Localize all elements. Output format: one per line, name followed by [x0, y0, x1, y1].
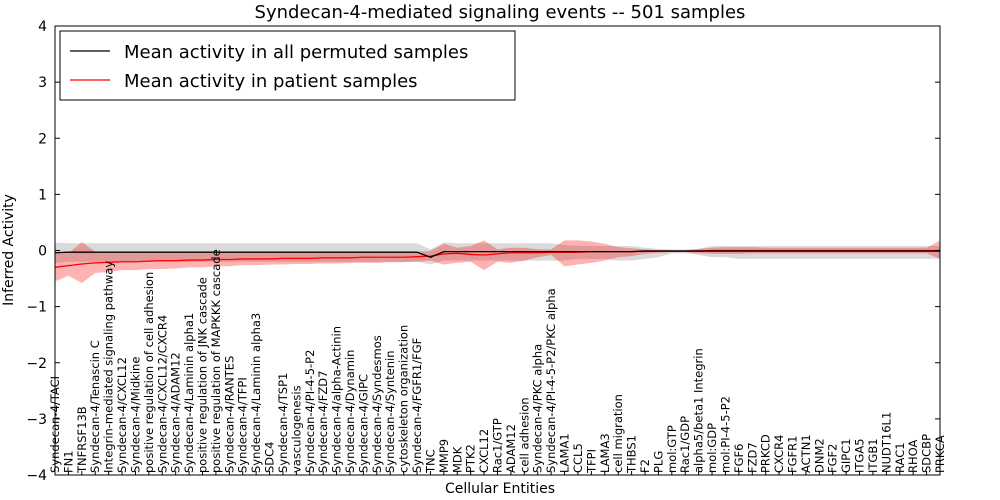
x-tick-label: Syndecan-4/Laminin alpha3 — [249, 313, 263, 473]
x-tick-label: NUDT16L1 — [879, 412, 893, 473]
x-tick-label: PRKCA — [933, 435, 947, 473]
x-tick-label: Syndecan-4/Laminin alpha1 — [182, 313, 196, 473]
y-tick-label: −1 — [26, 300, 47, 316]
x-axis-label: Cellular Entities — [445, 481, 555, 497]
x-axis: Syndecan-4/TACI FN1 TNFRSF13B Syndecan-4/Te… — [48, 249, 947, 475]
x-tick-label: RAC1 — [893, 442, 907, 473]
y-axis-label: Inferred Activity — [1, 194, 17, 306]
y-tick-label: 4 — [38, 19, 47, 35]
x-tick-label: Syndecan-4/GIPC — [356, 374, 370, 473]
y-tick-label: 0 — [38, 244, 47, 260]
x-tick-label: PRKCD — [759, 434, 773, 473]
x-tick-label: mol:PI-4-5-P2 — [718, 396, 732, 473]
x-tick-label: FGF2 — [826, 444, 840, 473]
x-tick-label: FN1 — [61, 450, 75, 473]
x-tick-label: mol:GDP — [705, 423, 719, 473]
x-tick-label: mol:GTP — [665, 425, 679, 473]
x-tick-label: positive regulation of MAPKKK cascade — [209, 249, 223, 473]
x-tick-label: cytoskeleton organization — [397, 325, 411, 473]
x-tick-label: vasculogenesis — [289, 385, 303, 473]
x-tick-label: Syndecan-4/RANTES — [222, 356, 236, 473]
x-tick-label: THBS1 — [625, 435, 639, 474]
x-tick-label: RHOA — [906, 440, 920, 473]
x-tick-label: ITGA5 — [853, 438, 867, 473]
x-tick-label: Syndecan-4/PI-4-5-P2/PKC alpha — [544, 288, 558, 473]
x-tick-label: MDK — [450, 446, 464, 473]
x-tick-label: MMP9 — [437, 439, 451, 473]
x-tick-label: TFPI — [584, 449, 598, 474]
x-tick-label: FGF6 — [732, 444, 746, 473]
x-tick-label: Syndecan-4/CXCL12/CXCR4 — [155, 315, 169, 473]
series-lines — [55, 249, 940, 268]
x-tick-label: PTK2 — [464, 444, 478, 473]
x-tick-label: Syndecan-4/alpha-Actinin — [330, 326, 344, 473]
y-axis: −4 −3 −2 −1 0 1 2 3 4 — [26, 19, 940, 484]
x-tick-label: DNM2 — [812, 438, 826, 473]
legend: Mean activity in all permuted samples Me… — [59, 30, 516, 101]
x-tick-label: Syndecan-4/FGFR1/FGF — [410, 338, 424, 473]
x-tick-label: Syndecan-4/Tenascin C — [88, 340, 102, 473]
x-tick-label: Syndecan-4/Syntenin — [383, 350, 397, 473]
x-tick-label: Syndecan-4/PKC alpha — [531, 344, 545, 473]
x-tick-label: Syndecan-4/Dynamin — [343, 350, 357, 473]
x-tick-label: ITGB1 — [866, 438, 880, 473]
x-tick-label: Syndecan-4/FZD7 — [316, 371, 330, 473]
x-tick-label: Syndecan-4/TFPI — [236, 377, 250, 473]
x-tick-label: Syndecan-4/Syndesmos — [370, 335, 384, 473]
x-tick-label: Syndecan-4/TSP1 — [276, 373, 290, 473]
x-tick-label: Syndecan-4/ADAM12 — [169, 352, 183, 473]
x-tick-label: SDCBP — [920, 434, 934, 473]
x-tick-label: TNC — [423, 449, 437, 474]
x-tick-label: ADAM12 — [504, 424, 518, 473]
legend-label-patient: Mean activity in patient samples — [124, 71, 418, 92]
x-tick-label: cell adhesion — [517, 397, 531, 473]
x-tick-label: Syndecan-4/PI-4-5-P2 — [303, 350, 317, 473]
x-tick-label: alpha5/beta1 Integrin — [692, 348, 706, 473]
x-tick-label: Syndecan-4/TACI — [48, 376, 62, 473]
x-tick-label: FGFR1 — [786, 436, 800, 473]
x-tick-label: positive regulation of cell adhesion — [142, 272, 156, 473]
y-tick-label: 2 — [38, 131, 47, 147]
x-tick-label: F2 — [638, 459, 652, 473]
x-tick-label: positive regulation of JNK cascade — [196, 277, 210, 473]
x-tick-label: CCL5 — [571, 443, 585, 473]
x-tick-label: cell migration — [611, 394, 625, 473]
x-tick-label: Syndecan-4/CXCL12 — [115, 357, 129, 473]
x-tick-label: SDC4 — [263, 441, 277, 473]
x-tick-label: PLG — [651, 451, 665, 473]
y-tick-label: −2 — [26, 356, 47, 372]
legend-label-permuted: Mean activity in all permuted samples — [124, 42, 468, 63]
x-tick-label: CXCR4 — [772, 435, 786, 473]
x-tick-label: Rac1/GTP — [491, 418, 505, 473]
x-tick-label: Syndecan-4/Midkine — [128, 357, 142, 473]
x-tick-label: GIPC1 — [839, 438, 853, 473]
x-tick-label: FZD7 — [745, 442, 759, 473]
chart-title: Syndecan-4-mediated signaling events -- … — [255, 2, 746, 23]
x-tick-label: LAMA3 — [598, 433, 612, 473]
legend-box — [59, 30, 516, 101]
y-tick-label: 1 — [38, 187, 47, 203]
y-tick-label: −4 — [26, 468, 47, 484]
x-tick-label: LAMA1 — [558, 433, 572, 473]
x-tick-label: TNFRSF13B — [75, 406, 89, 474]
y-tick-label: −3 — [26, 412, 47, 428]
x-tick-label: Integrin-mediated signaling pathway — [102, 261, 116, 473]
y-tick-label: 3 — [38, 75, 47, 91]
x-tick-label: CXCL12 — [477, 429, 491, 473]
x-tick-label: Rac1/GDP — [678, 416, 692, 473]
x-tick-label: ACTN1 — [799, 434, 813, 473]
line-permuted — [55, 250, 940, 258]
